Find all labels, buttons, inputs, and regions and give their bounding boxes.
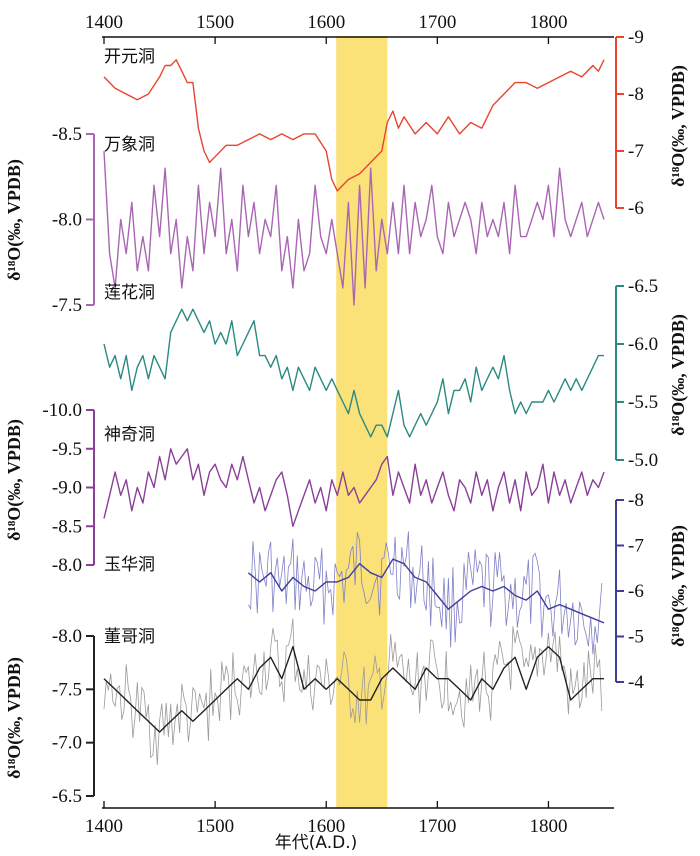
x-tick-label-top: 1500 (196, 12, 234, 33)
y-axis-title-5: δ¹⁸O(‰, VPDB) (668, 525, 689, 647)
y-tick-label-6: -7.5 (52, 679, 82, 700)
cave-label-2: 万象洞 (104, 135, 155, 155)
y-tick-label-4: -9.5 (52, 439, 82, 460)
y-tick-label-2: -8.5 (52, 124, 82, 145)
cave-label-4: 神奇洞 (104, 425, 155, 445)
y-tick-label-6: -8.0 (52, 626, 82, 647)
highlight-band (336, 36, 388, 808)
y-tick-label-3: -5.0 (628, 450, 658, 471)
x-tick-label-bottom: 1400 (85, 816, 123, 837)
x-tick-label-bottom: 1500 (196, 816, 234, 837)
y-tick-label-1: -7 (628, 141, 644, 162)
y-tick-label-3: -5.5 (628, 392, 658, 413)
series-line-4 (103, 448, 605, 527)
x-axis-title: 年代(A.D.) (275, 833, 358, 853)
x-tick-label-top: 1800 (529, 12, 567, 33)
y-tick-label-1: -9 (628, 27, 644, 48)
series-line-6 (103, 646, 604, 733)
y-tick-label-4: -10.0 (42, 400, 82, 421)
series-line-5 (247, 558, 605, 624)
series-raw-line-5 (248, 531, 603, 655)
y-tick-label-5: -6 (628, 581, 644, 602)
y-tick-label-4: -8.0 (52, 555, 82, 576)
y-tick-label-5: -7 (628, 536, 644, 557)
y-tick-label-3: -6.5 (628, 276, 658, 297)
cave-label-5: 玉华洞 (104, 555, 155, 575)
y-tick-label-1: -6 (628, 198, 644, 219)
y-tick-label-4: -9.0 (52, 478, 82, 499)
cave-label-1: 开元洞 (104, 47, 155, 67)
y-tick-label-5: -4 (628, 672, 644, 693)
x-tick-label-bottom: 1700 (418, 816, 456, 837)
cave-label-6: 董哥洞 (104, 627, 155, 647)
x-tick-label-bottom: 1800 (529, 816, 567, 837)
series-line-2 (103, 151, 605, 306)
y-tick-label-1: -8 (628, 84, 644, 105)
y-tick-label-6: -7.0 (52, 733, 82, 754)
series-line-1 (103, 59, 605, 192)
x-tick-label-top: 1400 (85, 12, 123, 33)
y-axis-title-4: δ¹⁸O(‰, VPDB) (4, 419, 25, 541)
y-axis-title-6: δ¹⁸O(‰, VPDB) (4, 657, 25, 779)
y-tick-label-6: -6.5 (52, 786, 82, 807)
series-line-3 (103, 308, 604, 438)
x-tick-label-top: 1700 (418, 12, 456, 33)
cave-label-3: 莲花洞 (104, 283, 155, 303)
y-tick-label-5: -5 (628, 627, 644, 648)
y-axis-title-3: δ¹⁸O(‰, VPDB) (668, 314, 689, 436)
x-tick-label-top: 1600 (307, 12, 345, 33)
y-tick-label-2: -8.0 (52, 210, 82, 231)
y-axis-title-1: δ¹⁸O(‰, VPDB) (668, 65, 689, 187)
y-tick-label-4: -8.5 (52, 516, 82, 537)
y-axis-title-2: δ¹⁸O(‰, VPDB) (4, 159, 25, 281)
y-tick-label-3: -6.0 (628, 334, 658, 355)
y-tick-label-5: -8 (628, 490, 644, 511)
series-raw-line-6 (103, 618, 603, 765)
y-tick-label-2: -7.5 (52, 295, 82, 316)
x-tick-label-bottom: 1600 (307, 816, 345, 837)
